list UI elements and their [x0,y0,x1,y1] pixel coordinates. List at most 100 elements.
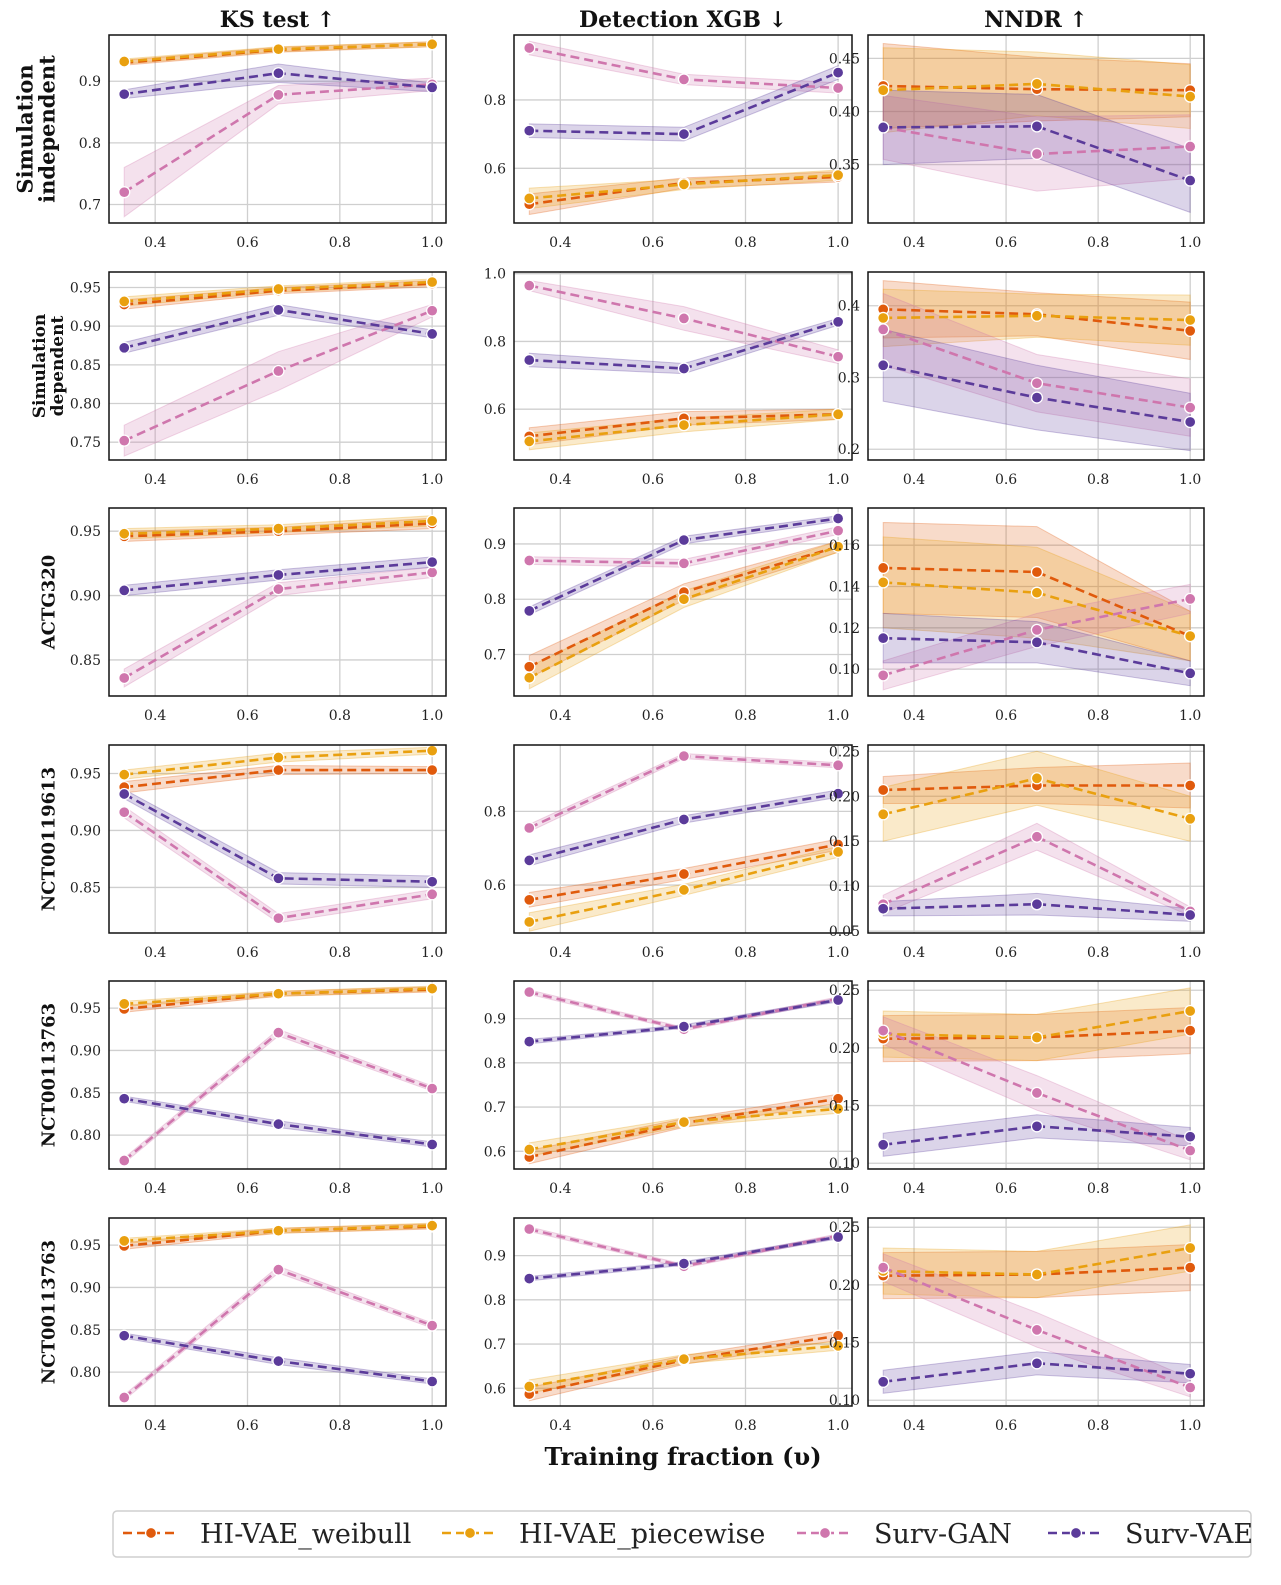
x-tick-label: 0.8 [1087,1181,1109,1197]
x-tick-label: 0.6 [642,472,664,488]
data-point-hi-vae-piecewise [831,1339,845,1352]
series-line-surv-gan [123,571,433,680]
x-tick-label: 0.6 [236,235,258,251]
data-point-hi-vae-piecewise [877,311,890,325]
data-point-surv-gan [831,759,845,772]
data-point-hi-vae-piecewise [677,1352,691,1366]
data-point-hi-vae-piecewise [1184,629,1197,643]
plot-area [109,508,446,696]
x-tick-label: 1.0 [827,1418,849,1434]
data-point-surv-gan [677,73,691,86]
x-tick-label: 0.6 [236,945,258,961]
panel-r5-c3: 0.4 0.6 0.8 1.0 0.10 0.15 0.20 0.25 [829,980,1205,1197]
x-tick-label: 0.4 [144,1418,166,1434]
x-tick-label: 0.8 [329,708,351,724]
data-point-surv-vae [677,362,691,375]
data-point-surv-gan [677,557,691,570]
x-tick-label: 0.4 [549,472,571,488]
y-tick-label: 0.90 [70,589,101,605]
x-tick-label: 0.8 [734,472,756,488]
panel-r2-c1: 0.4 0.6 0.8 1.0 0.75 0.80 0.85 0.90 0.95 [70,271,447,488]
y-tick-label: 0.95 [70,766,101,782]
data-point-surv-gan [1184,592,1197,606]
x-tick-label: 0.8 [1087,945,1109,961]
row-label-text: Simulation [30,314,50,419]
data-point-hi-vae-piecewise [1184,812,1197,825]
y-tick-label: 0.15 [829,834,860,850]
data-point-hi-vae-piecewise [523,1143,536,1156]
data-point-hi-vae-piecewise [426,744,439,757]
y-tick-label: 0.2 [838,442,860,458]
data-point-surv-gan [877,323,890,336]
y-tick-label: 0.85 [70,358,101,374]
data-point-surv-gan [426,1082,439,1095]
x-tick-label: 1.0 [1179,1181,1201,1197]
data-point-hi-vae-weibull [523,660,536,673]
data-point-hi-vae-piecewise [677,1115,691,1129]
panel-r6-c2: 0.4 0.6 0.8 1.0 0.6 0.7 0.8 0.9 [484,1217,853,1434]
data-point-surv-vae [118,584,131,597]
x-tick-label: 0.4 [549,1418,571,1434]
row-label-text: ACTG320 [38,555,59,651]
x-tick-label: 0.4 [903,472,925,488]
data-point-surv-gan [1030,1323,1044,1337]
y-tick-label: 0.16 [829,538,860,554]
panel-r3-c1: 0.4 0.6 0.8 1.0 0.85 0.90 0.95 [70,507,447,724]
series-line-hi-vae-weibull [883,1029,1191,1040]
y-tick-label: 0.4 [838,299,860,315]
x-tick-label: 1.0 [421,472,443,488]
y-tick-label: 0.25 [829,744,860,760]
x-tick-label: 0.4 [903,1418,925,1434]
x-tick-label: 0.6 [995,1418,1017,1434]
data-point-surv-vae [877,902,890,915]
x-tick-label: 0.6 [995,235,1017,251]
data-point-surv-gan [1030,1086,1044,1100]
data-point-hi-vae-weibull [426,763,439,777]
y-tick-label: 0.85 [70,1323,101,1339]
x-tick-label: 0.8 [734,945,756,961]
data-point-surv-vae [1184,667,1197,680]
data-point-surv-vae [877,632,890,645]
x-tick-label: 1.0 [827,945,849,961]
y-tick-label: 0.85 [70,1086,101,1102]
data-point-surv-gan [523,279,536,292]
x-tick-label: 0.8 [1087,235,1109,251]
x-tick-label: 0.4 [903,708,925,724]
data-point-surv-gan [831,350,845,363]
x-tick-label: 1.0 [1179,1418,1201,1434]
data-point-surv-vae [523,124,536,137]
data-point-surv-gan [1030,147,1044,161]
x-tick-label: 0.6 [995,708,1017,724]
data-point-hi-vae-piecewise [1030,586,1044,599]
column-title-nndr: NNDR ↑ [984,7,1088,33]
y-tick-label: 0.8 [484,1293,506,1309]
panel-r5-c2: 0.4 0.6 0.8 1.0 0.6 0.7 0.8 0.9 [484,980,853,1197]
plot-area [868,1218,1204,1406]
x-tick-label: 0.8 [1087,472,1109,488]
row-label-text: Simulation [12,64,37,193]
data-point-surv-vae [1184,1367,1197,1380]
data-point-surv-gan [677,749,691,763]
data-point-hi-vae-piecewise [118,527,131,540]
confidence-band-hi-vae-piecewise [882,750,1191,842]
data-point-surv-vae [272,872,285,885]
x-tick-label: 1.0 [827,708,849,724]
data-point-surv-gan [426,1319,439,1332]
data-point-hi-vae-piecewise [118,55,131,68]
x-tick-label: 0.4 [903,235,925,251]
x-tick-label: 1.0 [827,472,849,488]
plot-area [514,745,852,933]
data-point-surv-vae [118,341,131,354]
data-point-hi-vae-weibull [1184,1261,1197,1274]
x-tick-label: 0.4 [144,235,166,251]
x-tick-label: 0.6 [995,1181,1017,1197]
axes-frame [108,1217,447,1407]
plot-area [109,35,446,223]
y-tick-label: 0.85 [70,653,101,669]
data-point-surv-gan [118,434,131,447]
row-label-text: independent [34,55,59,203]
series-line-hi-vae-weibull [883,308,1191,333]
x-tick-label: 0.8 [734,235,756,251]
x-tick-label: 0.8 [329,1181,351,1197]
series-line-hi-vae-piecewise [883,82,1191,98]
